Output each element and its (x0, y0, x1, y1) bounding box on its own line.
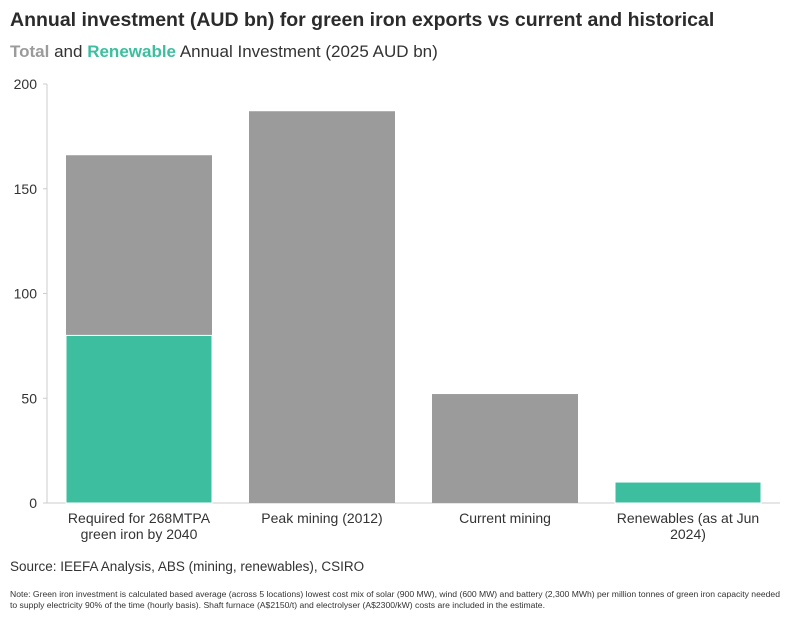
chart-title: Annual investment (AUD bn) for green iro… (10, 9, 715, 31)
subtitle-and: and (54, 42, 83, 61)
x-category-label: green iron by 2040 (81, 526, 198, 542)
x-category-label: Renewables (as at Jun (617, 510, 759, 526)
bar-renewable (65, 334, 213, 504)
bar-total (249, 111, 395, 504)
x-category-label: Required for 268MTPA (68, 510, 211, 526)
note-text: Note: Green iron investment is calculate… (10, 589, 780, 610)
x-category-label: 2024) (670, 526, 706, 542)
subtitle-total: Total (10, 42, 50, 61)
chart-subtitle: Total and Renewable Annual Investment (2… (10, 42, 438, 62)
y-tick-label: 0 (29, 495, 37, 511)
source-text: Source: IEEFA Analysis, ABS (mining, ren… (10, 559, 365, 574)
bar-total (432, 394, 578, 503)
subtitle-rest: Annual Investment (2025 AUD bn) (179, 42, 438, 61)
y-tick-label: 100 (14, 286, 38, 302)
bar-renewable (614, 481, 762, 504)
y-tick-label: 50 (21, 390, 37, 406)
x-category-label: Current mining (459, 510, 551, 526)
y-tick-label: 150 (14, 181, 38, 197)
subtitle-renewable: Renewable (87, 42, 177, 61)
x-category-label: Peak mining (2012) (261, 510, 382, 526)
y-tick-label: 200 (14, 76, 38, 92)
